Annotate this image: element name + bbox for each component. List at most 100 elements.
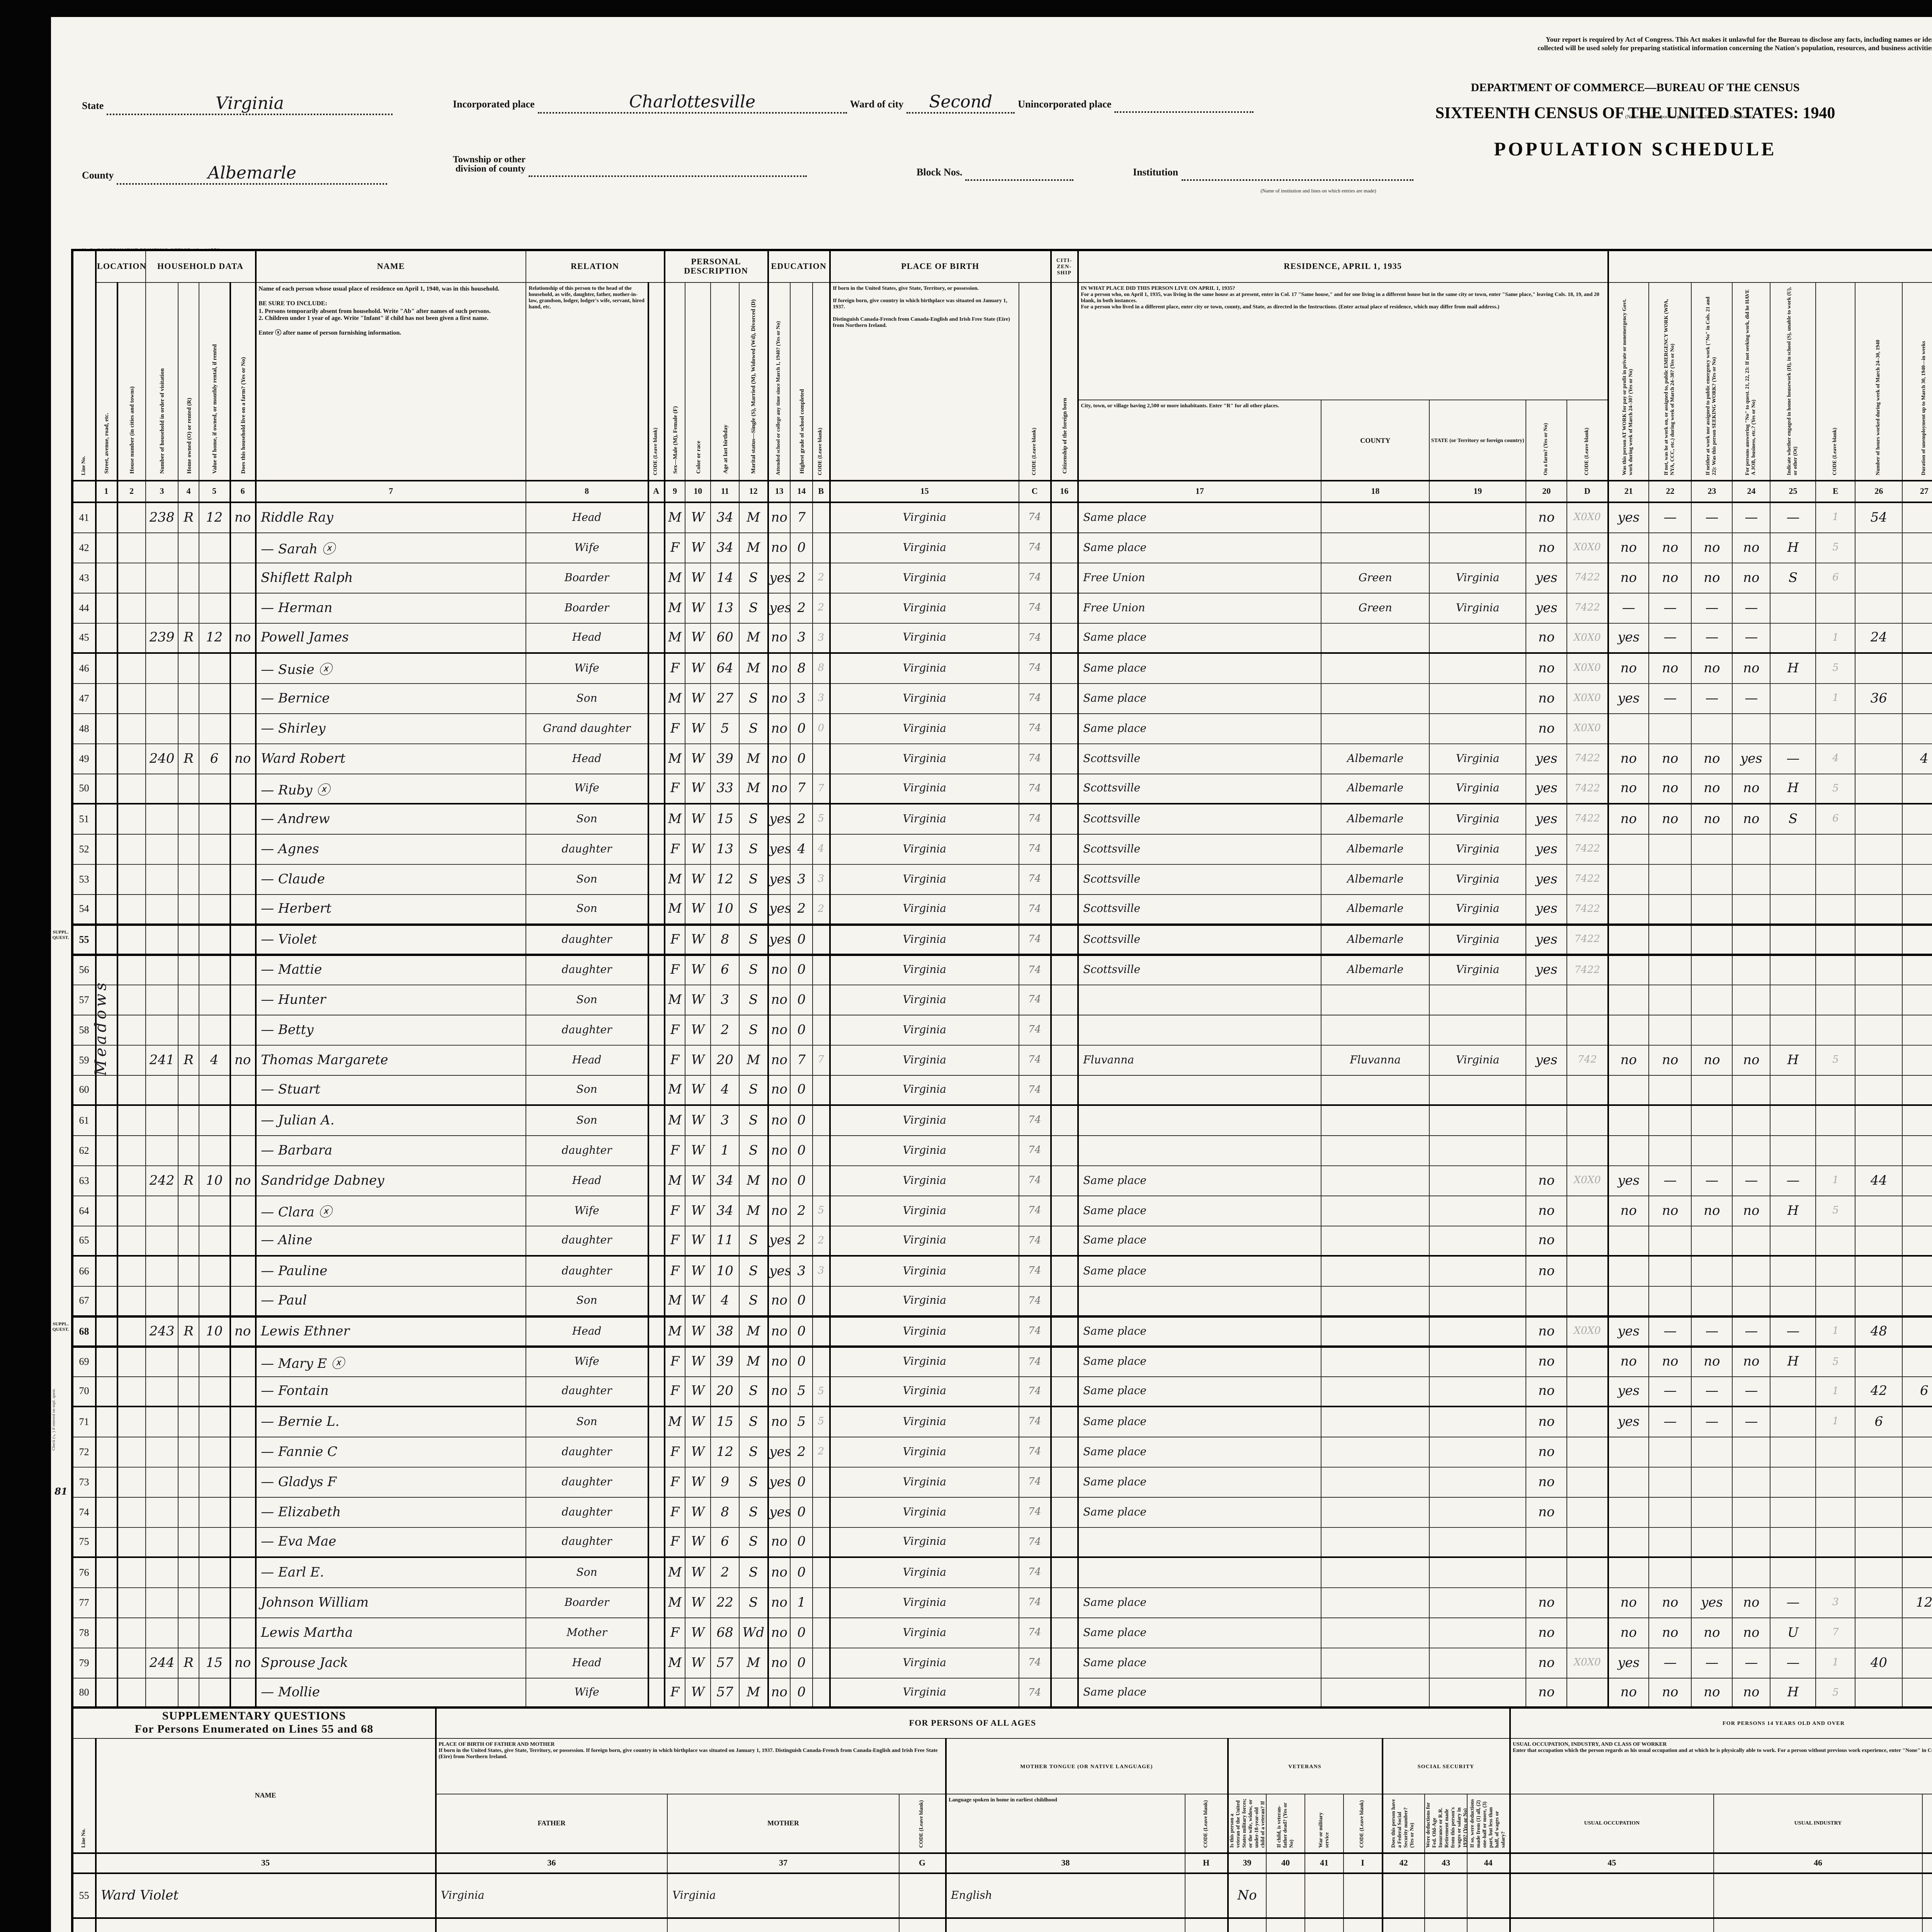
cell-cE: 1 bbox=[1815, 502, 1856, 533]
cell-e23: — bbox=[1691, 1647, 1733, 1678]
cell-mar: S bbox=[739, 1466, 769, 1497]
cell-ln: 68 bbox=[72, 1917, 96, 1932]
cell-sch: yes bbox=[767, 1225, 791, 1257]
column-header: USUAL OCCUPATION, INDUSTRY, AND CLASS OF… bbox=[1509, 1738, 1932, 1794]
cell-h26: 54 bbox=[1855, 502, 1903, 533]
cell-cC: 74 bbox=[1019, 1557, 1051, 1588]
cell-rel: Son bbox=[526, 894, 649, 925]
column-header: If not, was he at work on, or assigned t… bbox=[1648, 282, 1692, 481]
cell-rcity: Free Union bbox=[1077, 562, 1322, 593]
cell-rcounty: Albemarle bbox=[1321, 923, 1430, 956]
cell-bp: Virginia bbox=[829, 1135, 1020, 1166]
cell-rcounty bbox=[1321, 622, 1430, 654]
cell-race: W bbox=[685, 1165, 711, 1196]
cell-own: R bbox=[178, 622, 200, 654]
cell-ln: 55 bbox=[72, 1872, 96, 1918]
cell-own bbox=[178, 1014, 200, 1045]
cell-val bbox=[199, 1376, 231, 1407]
cell-rcounty: Green bbox=[1321, 592, 1430, 623]
column-header: 3 bbox=[145, 480, 179, 503]
cell-cit bbox=[1050, 653, 1078, 684]
cell-h26 bbox=[1855, 1677, 1903, 1709]
cell-e25: — bbox=[1770, 743, 1816, 774]
cell-ln: 55 bbox=[72, 923, 96, 956]
cell-mar: M bbox=[739, 773, 769, 804]
cell-mar: S bbox=[739, 1557, 769, 1588]
cell-bp: Virginia bbox=[829, 743, 1020, 774]
cell-house bbox=[116, 1075, 146, 1106]
cell-e24: — bbox=[1732, 1406, 1771, 1437]
cell-e23: — bbox=[1691, 1406, 1733, 1437]
cell-bp: Virginia bbox=[829, 773, 1020, 804]
cell-rel: daughter bbox=[526, 1497, 649, 1527]
cell-d27 bbox=[1902, 923, 1932, 956]
column-header: 2 bbox=[116, 480, 146, 503]
cell-cB bbox=[812, 1165, 830, 1196]
cell-name: — Herman bbox=[255, 592, 527, 623]
cell-sch: no bbox=[767, 1105, 791, 1136]
cell-val bbox=[199, 1075, 231, 1106]
cell-age: 5 bbox=[710, 713, 740, 744]
cell-cD: 7422 bbox=[1566, 592, 1609, 623]
column-header: Number of household in order of visitati… bbox=[145, 282, 179, 481]
cell-e25 bbox=[1770, 592, 1816, 623]
cell-name: — Agnes bbox=[255, 833, 527, 864]
cell-rstate bbox=[1429, 1225, 1527, 1257]
cell-sex: F bbox=[664, 833, 686, 864]
cell-sex: M bbox=[664, 1647, 686, 1678]
column-header: CODE (Leave blank) bbox=[899, 1794, 946, 1853]
cell-street bbox=[95, 592, 117, 623]
cell-rcounty bbox=[1321, 1014, 1430, 1045]
cell-ln: 69 bbox=[72, 1346, 96, 1377]
cell-sex: M bbox=[664, 803, 686, 834]
column-header: 36 bbox=[435, 1852, 668, 1874]
table-row-78: 78 Lewis Martha Mother F W 68 Wd no 0 Virginia 74 S… bbox=[72, 1617, 1932, 1648]
cell-e23 bbox=[1691, 954, 1733, 985]
cell-race: W bbox=[685, 864, 711, 895]
cell-own bbox=[178, 1105, 200, 1136]
cell-hh_n bbox=[145, 1376, 179, 1407]
cell-age: 6 bbox=[710, 954, 740, 985]
cell-tongue: English bbox=[945, 1917, 1185, 1932]
cell-mar: S bbox=[739, 1286, 769, 1316]
cell-cE bbox=[1815, 592, 1856, 623]
cell-cE bbox=[1815, 1075, 1856, 1106]
cell-farm bbox=[230, 1135, 256, 1166]
cell-cE bbox=[1815, 1225, 1856, 1257]
cell-farm bbox=[230, 984, 256, 1015]
cell-cit bbox=[1050, 502, 1078, 533]
cell-age: 34 bbox=[710, 1165, 740, 1196]
street-name-annotation: Meadows bbox=[91, 980, 110, 1076]
cell-e22: — bbox=[1648, 592, 1692, 623]
cell-e22: no bbox=[1648, 1195, 1692, 1226]
column-header: D bbox=[1566, 480, 1609, 503]
cell-rcity: Same place bbox=[1077, 1497, 1322, 1527]
cell-cit bbox=[1050, 532, 1078, 563]
cell-cit bbox=[1050, 1105, 1078, 1136]
census-form: Your report is required by Act of Congre… bbox=[51, 17, 1932, 1932]
cell-val: 12 bbox=[199, 502, 231, 533]
cell-cE bbox=[1815, 1105, 1856, 1136]
cell-gr: 3 bbox=[790, 864, 813, 895]
cell-bp: Virginia bbox=[829, 532, 1020, 563]
cell-rel: daughter bbox=[526, 833, 649, 864]
cell-val bbox=[199, 592, 231, 623]
cell-e24 bbox=[1732, 1075, 1771, 1106]
cell-father: Virginia bbox=[435, 1917, 668, 1932]
cell-sex: F bbox=[664, 1195, 686, 1226]
cell-rfarm: no bbox=[1526, 622, 1568, 654]
cell-cA bbox=[648, 1647, 665, 1678]
column-header: CITI- ZEN- SHIP bbox=[1050, 250, 1078, 283]
cell-house bbox=[116, 864, 146, 895]
cell-cD: X0X0 bbox=[1566, 622, 1609, 654]
cell-bp: Virginia bbox=[829, 1044, 1020, 1075]
cell-sex: M bbox=[664, 592, 686, 623]
cell-house bbox=[116, 1346, 146, 1377]
cell-rfarm: no bbox=[1526, 1195, 1568, 1226]
cell-e21: no bbox=[1607, 743, 1650, 774]
cell-e22: — bbox=[1648, 683, 1692, 714]
cell-h26: 24 bbox=[1855, 622, 1903, 654]
